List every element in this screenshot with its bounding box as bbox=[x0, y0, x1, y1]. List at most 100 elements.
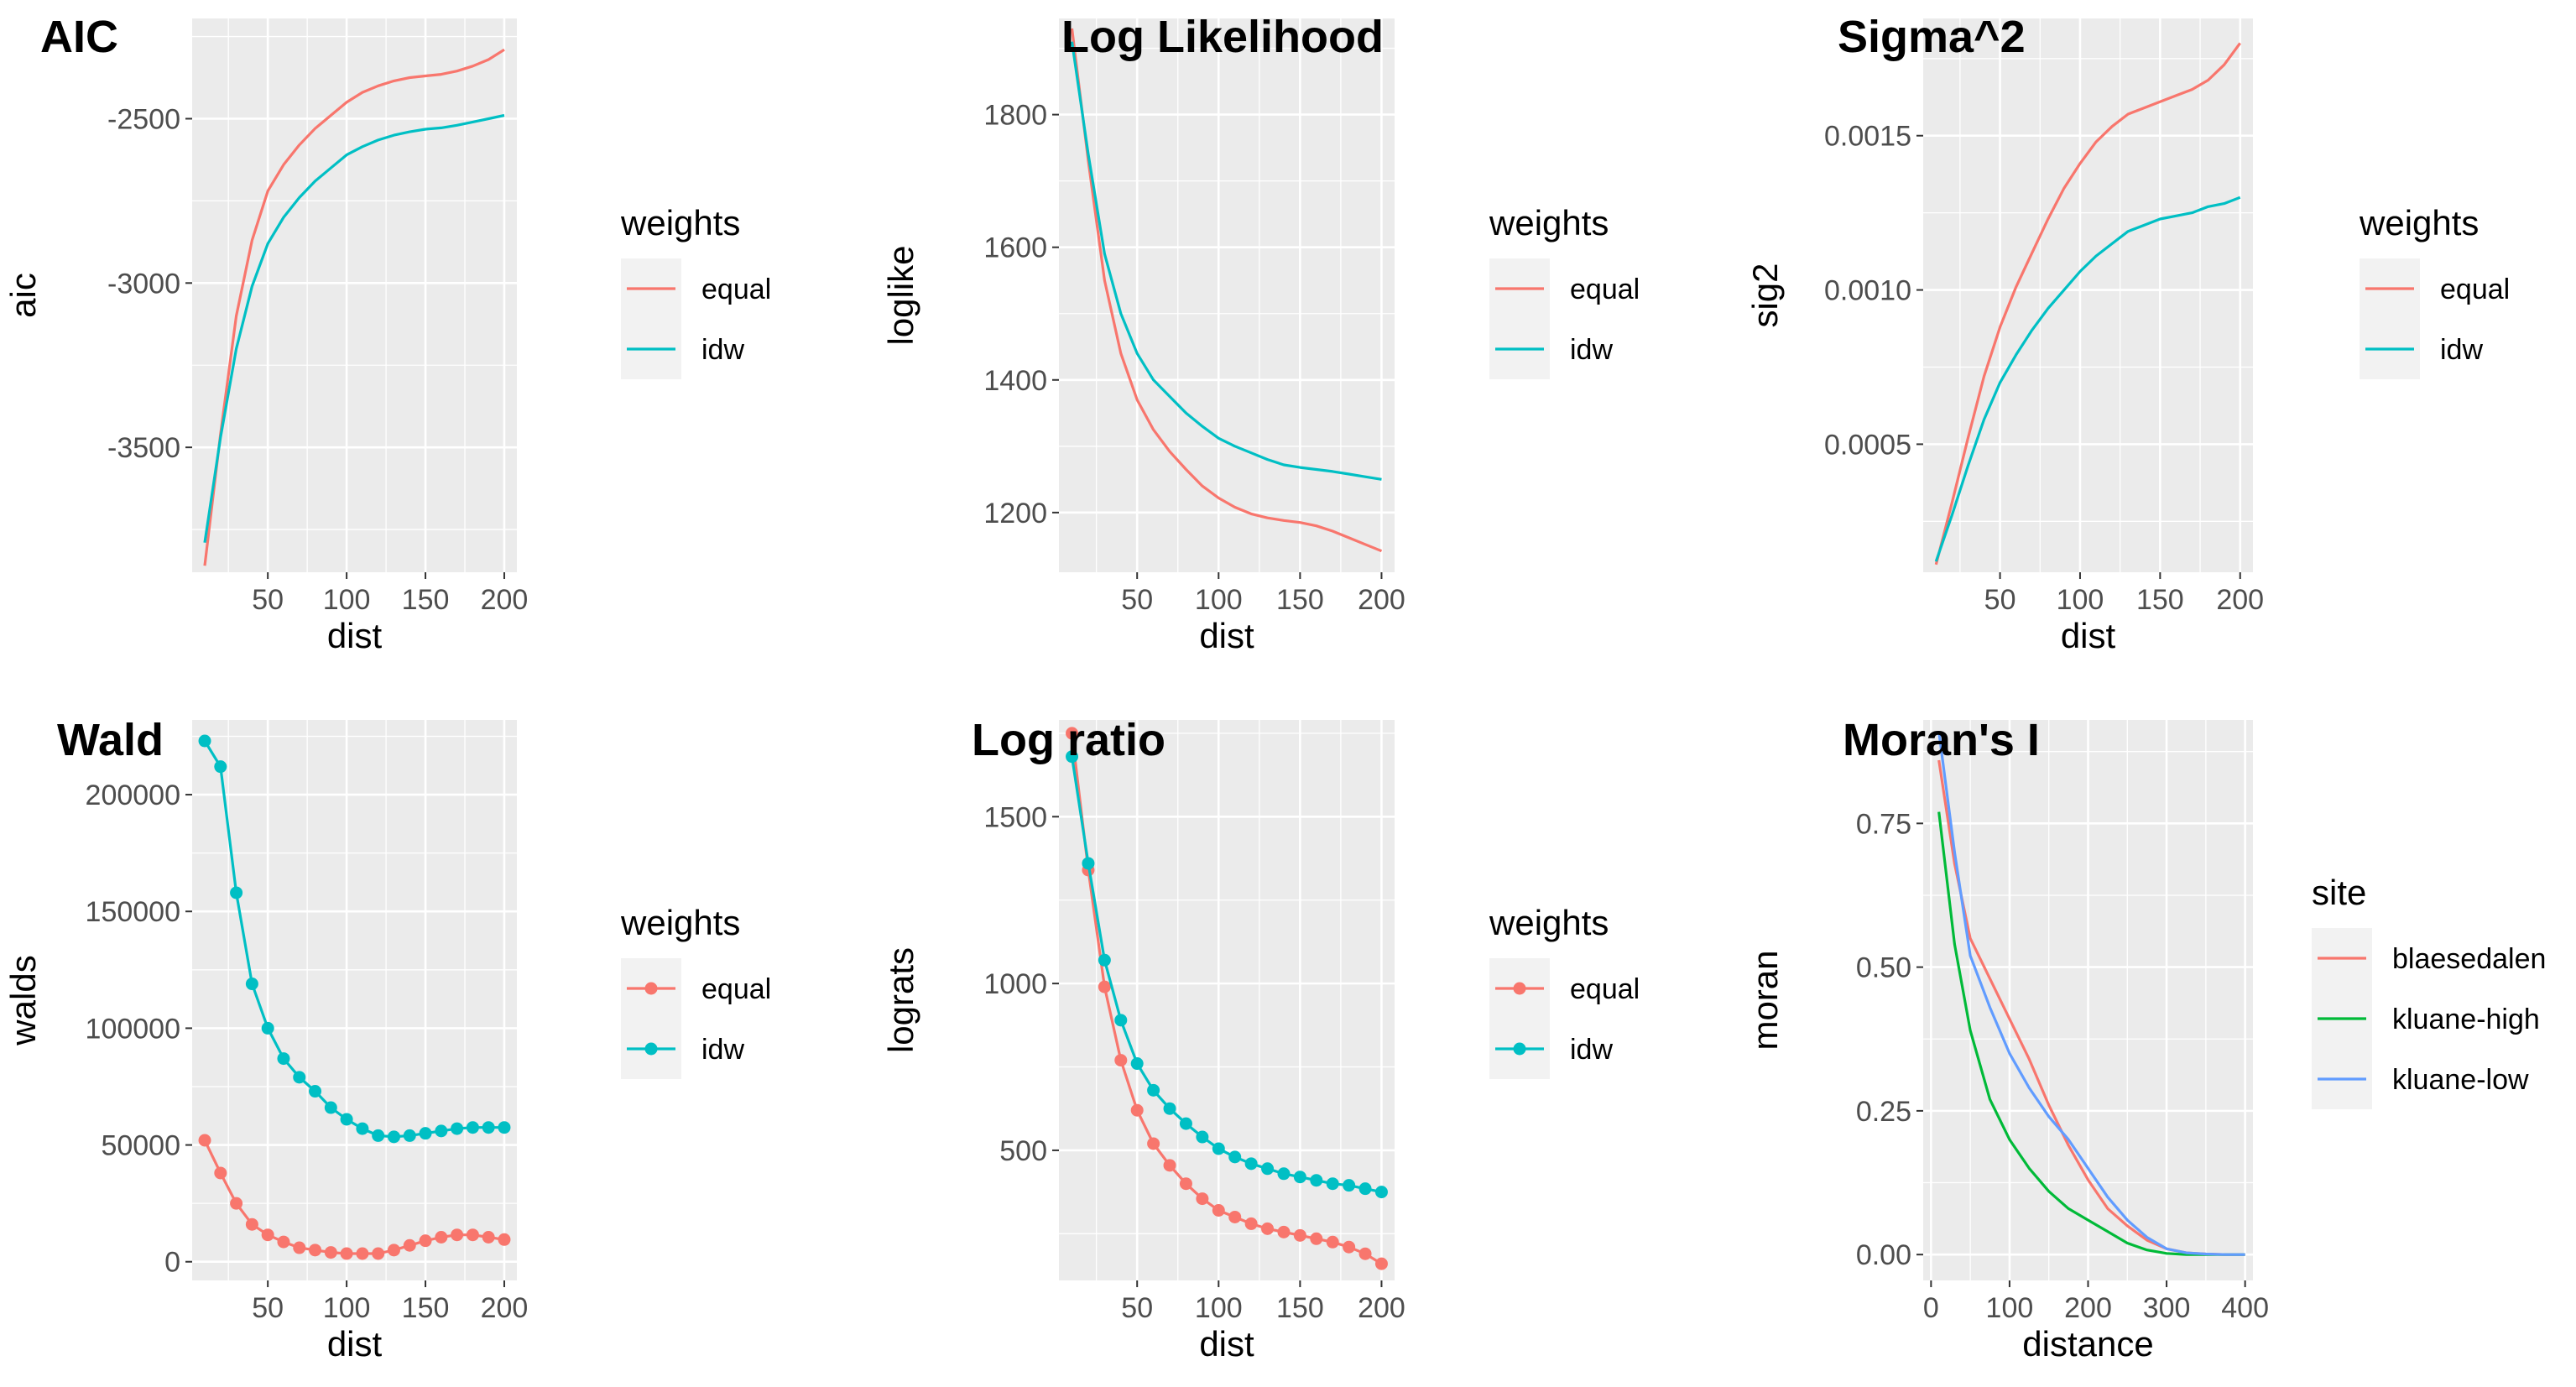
data-point-equal bbox=[1326, 1235, 1339, 1249]
y-tick-label: 0.25 bbox=[1856, 1096, 1911, 1128]
legend-label-equal: equal bbox=[2440, 274, 2510, 305]
data-point-idw bbox=[482, 1121, 495, 1134]
data-point-equal bbox=[309, 1244, 322, 1257]
y-tick-label: 1400 bbox=[983, 365, 1047, 397]
y-tick-label: 1200 bbox=[983, 498, 1047, 529]
x-tick-label: 100 bbox=[2057, 584, 2104, 616]
data-point-equal bbox=[435, 1231, 448, 1244]
plot-panel-background bbox=[1923, 18, 2253, 572]
data-point-idw bbox=[1179, 1117, 1192, 1130]
x-tick-label: 200 bbox=[2216, 584, 2264, 616]
data-point-idw bbox=[1163, 1102, 1176, 1115]
series-line-idw bbox=[203, 113, 505, 543]
data-point-idw bbox=[245, 978, 258, 991]
data-point-idw bbox=[419, 1127, 432, 1140]
data-point-equal bbox=[324, 1246, 337, 1259]
chart-title: Moran's I bbox=[1843, 715, 2040, 765]
data-point-idw bbox=[324, 1101, 337, 1114]
chart-title: Log Likelihood bbox=[1061, 12, 1384, 62]
y-tick-label: -3000 bbox=[107, 268, 180, 300]
legend-label-equal: equal bbox=[1570, 274, 1640, 305]
legend: weights equal idw bbox=[620, 903, 771, 1079]
x-tick-label: 400 bbox=[2221, 1292, 2269, 1324]
x-tick-label: 100 bbox=[1195, 584, 1243, 616]
y-tick-label: 0 bbox=[164, 1247, 180, 1279]
y-tick-label: 150000 bbox=[86, 896, 180, 928]
legend-title: weights bbox=[620, 203, 740, 242]
data-point-equal bbox=[1293, 1228, 1306, 1242]
x-tick-label: 200 bbox=[1358, 584, 1405, 616]
x-axis-label: dist bbox=[327, 616, 383, 655]
data-point-idw bbox=[1277, 1167, 1291, 1181]
legend: weights equal idw bbox=[1489, 203, 1640, 379]
y-tick-label: 100000 bbox=[86, 1013, 180, 1045]
data-point-equal bbox=[1244, 1217, 1258, 1230]
y-axis-label: walds bbox=[3, 955, 43, 1045]
series-line-equal bbox=[1934, 42, 2241, 566]
y-tick-label: 1000 bbox=[983, 968, 1047, 1000]
chart-panel-6: 0 100 200 300 400 0.00 0.25 0.50 0.75 Moran's I di… bbox=[1745, 715, 2546, 1364]
data-point-equal bbox=[419, 1234, 432, 1248]
y-tick-label: 1600 bbox=[983, 232, 1047, 264]
legend-title: weights bbox=[1489, 903, 1609, 942]
y-tick-label: -2500 bbox=[107, 103, 180, 135]
x-axis-label: dist bbox=[1199, 616, 1254, 655]
x-tick-label: 150 bbox=[402, 1292, 450, 1324]
legend-title: weights bbox=[1489, 203, 1609, 242]
data-point-idw bbox=[1196, 1130, 1209, 1144]
legend-title: site bbox=[2312, 873, 2366, 912]
data-point-idw bbox=[372, 1129, 385, 1142]
legend-marker-idw bbox=[644, 1042, 658, 1056]
x-tick-label: 100 bbox=[323, 1292, 371, 1324]
x-tick-label: 50 bbox=[1121, 584, 1153, 616]
y-tick-label: 500 bbox=[999, 1135, 1047, 1167]
x-tick-label: 100 bbox=[1195, 1292, 1243, 1324]
legend: site blaesedalen kluane-high kluane-low bbox=[2312, 873, 2546, 1109]
data-point-idw bbox=[1082, 857, 1095, 870]
data-point-idw bbox=[214, 760, 227, 774]
x-tick-label: 100 bbox=[1986, 1292, 2034, 1324]
legend-title: weights bbox=[2359, 203, 2479, 242]
data-point-equal bbox=[1358, 1247, 1372, 1260]
data-point-equal bbox=[1130, 1103, 1144, 1117]
legend-marker-equal bbox=[644, 982, 658, 995]
data-point-equal bbox=[498, 1233, 511, 1246]
y-tick-label: 1800 bbox=[983, 100, 1047, 132]
chart-title: Wald bbox=[57, 715, 164, 765]
data-point-equal bbox=[1374, 1257, 1388, 1270]
data-point-equal bbox=[293, 1241, 306, 1254]
data-point-equal bbox=[340, 1247, 353, 1260]
data-point-equal bbox=[1098, 980, 1111, 993]
data-point-idw bbox=[1098, 953, 1111, 967]
data-point-idw bbox=[1244, 1157, 1258, 1171]
y-tick-label: 0.0005 bbox=[1824, 429, 1911, 461]
y-axis-label: loglike bbox=[881, 245, 920, 345]
data-point-equal bbox=[245, 1218, 258, 1231]
legend-label-equal: equal bbox=[1570, 973, 1640, 1005]
plot-panel-background bbox=[192, 720, 517, 1280]
x-tick-label: 200 bbox=[1358, 1292, 1405, 1324]
y-tick-label: 0.0010 bbox=[1824, 275, 1911, 307]
legend-label-idw: idw bbox=[1570, 334, 1613, 366]
chart-panel-2: 50 100 150 200 1200 1400 1600 1800 Log Likelihoo… bbox=[881, 12, 1640, 655]
data-point-equal bbox=[1277, 1225, 1291, 1238]
data-point-equal bbox=[1179, 1177, 1192, 1191]
data-point-equal bbox=[1066, 727, 1079, 740]
data-point-equal bbox=[1261, 1222, 1275, 1235]
x-tick-label: 150 bbox=[402, 584, 450, 616]
legend-label-blaesedalen: blaesedalen bbox=[2392, 943, 2546, 975]
y-axis-label: sig2 bbox=[1745, 263, 1785, 327]
chart-title: Sigma^2 bbox=[1838, 12, 2026, 62]
x-tick-label: 200 bbox=[481, 1292, 529, 1324]
data-point-idw bbox=[340, 1113, 353, 1126]
data-point-idw bbox=[230, 886, 243, 899]
data-point-idw bbox=[466, 1121, 479, 1134]
data-point-idw bbox=[1358, 1182, 1372, 1196]
series-line-idw bbox=[1934, 196, 2241, 562]
data-point-equal bbox=[198, 1134, 211, 1147]
data-point-equal bbox=[1343, 1240, 1356, 1254]
data-point-idw bbox=[1310, 1174, 1323, 1187]
data-point-equal bbox=[466, 1228, 479, 1242]
legend-label-idw: idw bbox=[701, 1034, 744, 1066]
y-tick-label: 200000 bbox=[86, 780, 180, 811]
